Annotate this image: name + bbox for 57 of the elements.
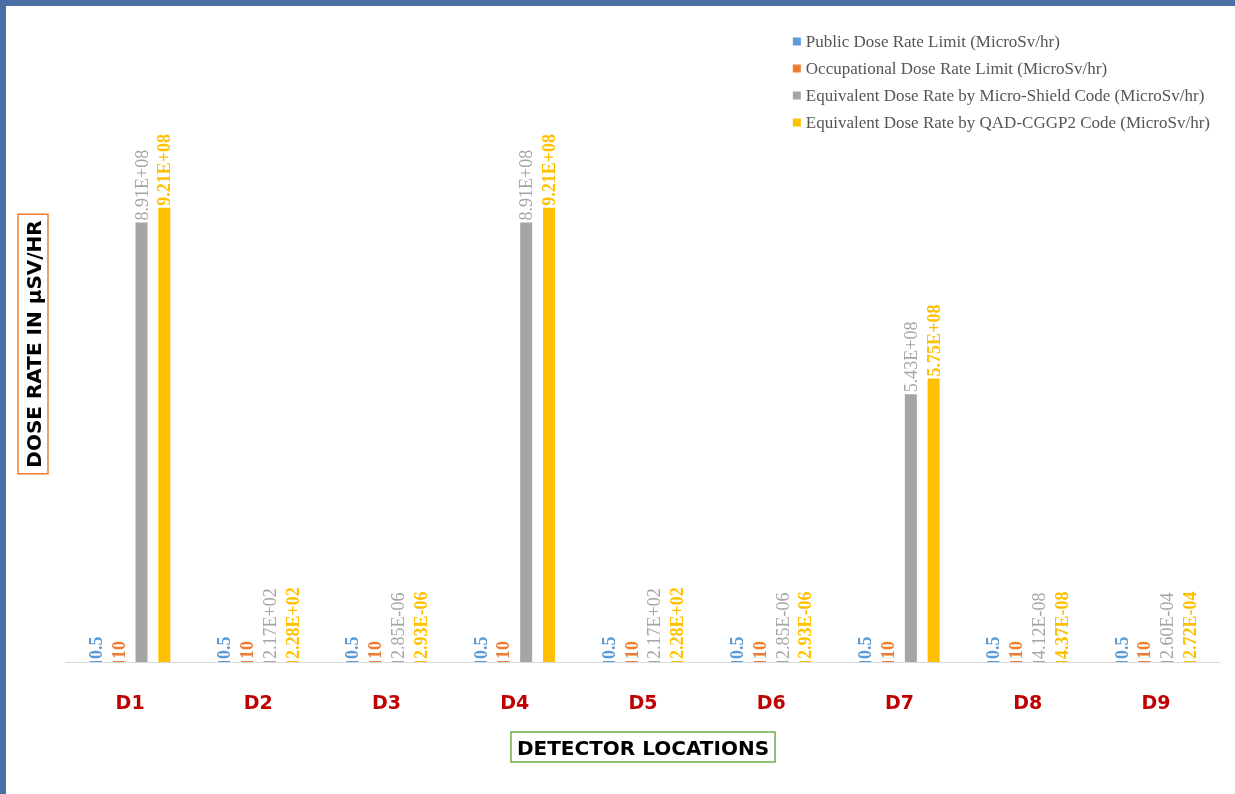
data-label: 2.85E-06 <box>772 592 793 659</box>
data-label: 2.60E-04 <box>1157 592 1178 659</box>
data-label: 0.5 <box>1111 636 1132 659</box>
legend-label: Equivalent Dose Rate by QAD-CGGP2 Code (MicroSv/hr) <box>805 113 1211 132</box>
data-label: 2.85E-06 <box>387 592 408 659</box>
x-tick-label: D6 <box>756 690 786 713</box>
data-label: 2.28E+02 <box>282 587 303 659</box>
data-label: 4.12E-08 <box>1029 592 1050 659</box>
bar <box>904 394 917 662</box>
data-label: 2.17E+02 <box>644 588 665 659</box>
data-label: 10 <box>365 641 386 659</box>
x-tick-label: D9 <box>1141 690 1171 713</box>
data-label: 4.37E-08 <box>1051 591 1072 659</box>
data-label: 9.21E+08 <box>538 133 559 206</box>
data-label: 10 <box>108 641 129 659</box>
data-label: 2.28E+02 <box>667 587 688 659</box>
bar <box>542 207 555 662</box>
legend-label: Equivalent Dose Rate by Micro-Shield Code (MicroSv/hr) <box>805 86 1205 105</box>
data-label: 2.93E-06 <box>795 591 816 659</box>
data-label: 2.17E+02 <box>259 588 280 659</box>
data-label: 10 <box>493 641 514 659</box>
data-label: 9.21E+08 <box>154 133 175 206</box>
x-tick-label: D2 <box>243 690 273 713</box>
bar <box>927 378 940 662</box>
data-label: 0.5 <box>342 636 363 659</box>
data-label: 2.93E-06 <box>410 591 431 659</box>
x-tick-label: D3 <box>372 690 402 713</box>
data-label: 0.5 <box>85 636 106 659</box>
data-label: 5.75E+08 <box>923 304 944 377</box>
data-label: 0.5 <box>855 636 876 659</box>
data-label: 10 <box>1006 641 1027 659</box>
data-label: 10 <box>621 641 642 659</box>
x-tick-label: D8 <box>1013 690 1043 713</box>
x-axis-title: DETECTOR LOCATIONS <box>516 736 770 760</box>
data-label: 10 <box>749 641 770 659</box>
legend-label: Public Dose Rate Limit (MicroSv/hr) <box>805 32 1060 51</box>
x-tick-label: D1 <box>115 690 145 713</box>
x-tick-label: D4 <box>500 690 530 713</box>
y-axis-title: DOSE RATE IN µSV/HR <box>22 220 46 468</box>
data-label: 10 <box>1134 641 1155 659</box>
data-label: 8.91E+08 <box>516 149 537 221</box>
data-label: 8.91E+08 <box>131 149 152 221</box>
x-tick-label: D7 <box>884 690 914 713</box>
data-label: 0.5 <box>214 636 235 659</box>
x-tick-label: D5 <box>628 690 658 713</box>
data-label: 0.5 <box>598 636 619 659</box>
data-label: 2.72E-04 <box>1180 591 1201 659</box>
data-label: 10 <box>878 641 899 659</box>
legend-label: Occupational Dose Rate Limit (MicroSv/hr) <box>805 59 1108 78</box>
data-label: 0.5 <box>727 636 748 659</box>
bar <box>520 222 533 662</box>
data-label: 0.5 <box>470 636 491 659</box>
data-label: 10 <box>236 641 257 659</box>
data-label: 5.43E+08 <box>900 321 921 393</box>
bar <box>135 222 148 662</box>
bar <box>158 207 171 662</box>
data-label: 0.5 <box>983 636 1004 659</box>
